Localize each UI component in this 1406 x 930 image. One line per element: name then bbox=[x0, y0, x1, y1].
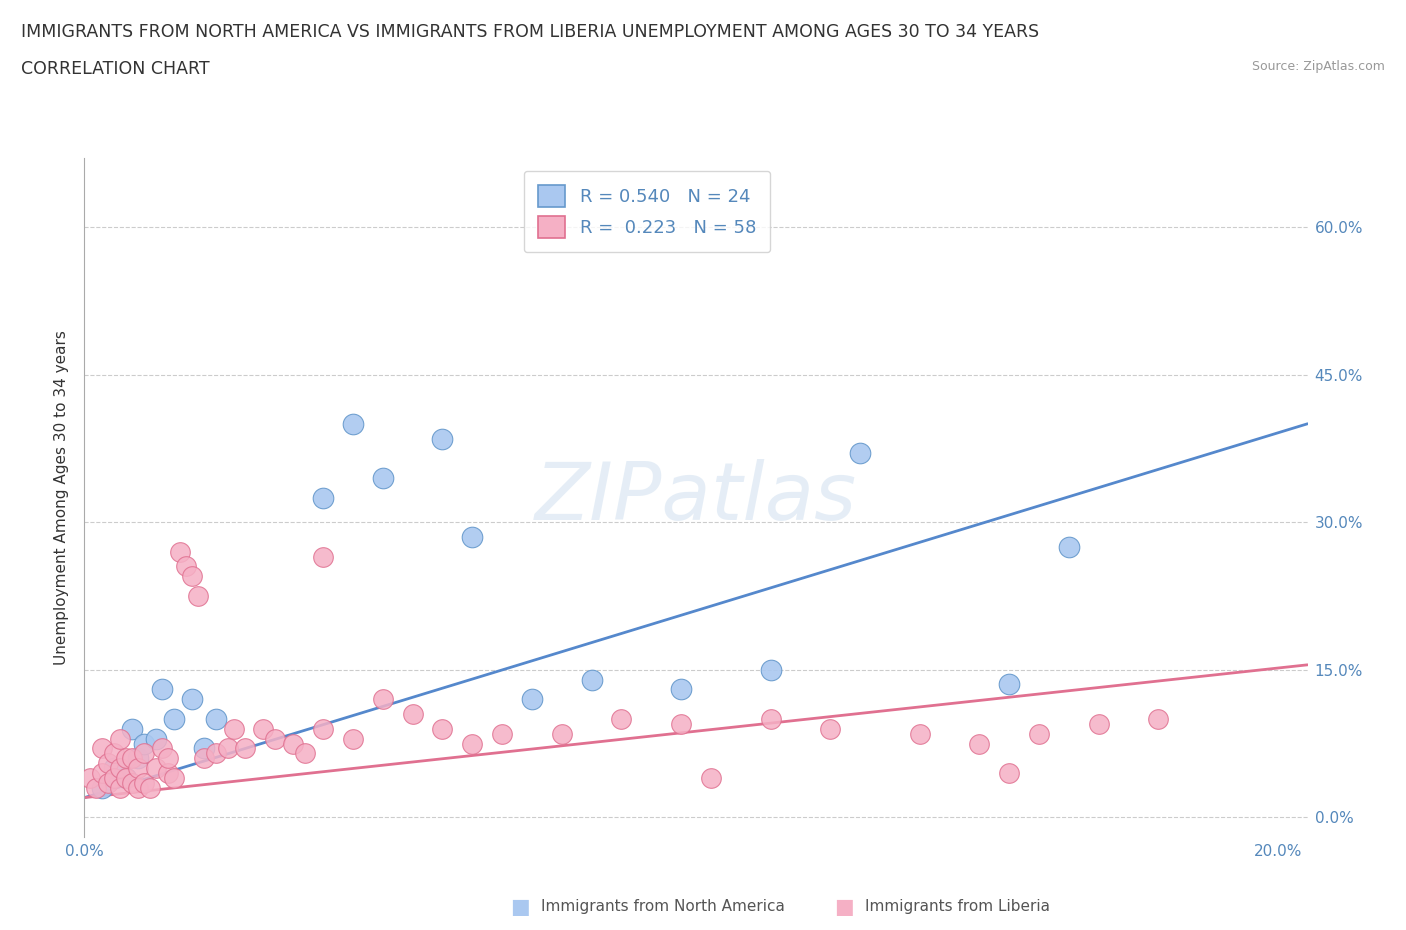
Point bbox=[121, 776, 143, 790]
Point bbox=[156, 765, 179, 780]
Point bbox=[115, 751, 138, 765]
Point bbox=[342, 417, 364, 432]
Point bbox=[97, 756, 120, 771]
Point bbox=[432, 722, 454, 737]
Point bbox=[180, 692, 202, 707]
Legend: R = 0.540   N = 24, R =  0.223   N = 58: R = 0.540 N = 24, R = 0.223 N = 58 bbox=[523, 170, 770, 252]
Point bbox=[204, 711, 226, 726]
Point bbox=[264, 731, 287, 746]
Point bbox=[91, 780, 114, 795]
Point bbox=[491, 726, 513, 741]
Point bbox=[998, 765, 1021, 780]
Point bbox=[312, 549, 335, 564]
Point bbox=[908, 726, 931, 741]
Point bbox=[342, 731, 364, 746]
Point bbox=[103, 761, 125, 776]
Point bbox=[150, 741, 173, 756]
Point bbox=[163, 771, 186, 786]
Point bbox=[1087, 716, 1109, 731]
Point bbox=[145, 731, 167, 746]
Point bbox=[156, 751, 179, 765]
Text: Source: ZipAtlas.com: Source: ZipAtlas.com bbox=[1251, 60, 1385, 73]
Y-axis label: Unemployment Among Ages 30 to 34 years: Unemployment Among Ages 30 to 34 years bbox=[53, 330, 69, 665]
Point bbox=[121, 751, 143, 765]
Point bbox=[121, 722, 143, 737]
Point bbox=[180, 569, 202, 584]
Point bbox=[759, 662, 782, 677]
Point bbox=[150, 682, 173, 697]
Point bbox=[252, 722, 274, 737]
Point bbox=[283, 736, 305, 751]
Point bbox=[669, 682, 692, 697]
Point bbox=[187, 589, 209, 604]
Point bbox=[145, 761, 167, 776]
Point bbox=[520, 692, 543, 707]
Point bbox=[127, 780, 149, 795]
Point bbox=[193, 751, 215, 765]
Point bbox=[610, 711, 633, 726]
Point bbox=[139, 780, 162, 795]
Point bbox=[169, 544, 191, 559]
Text: IMMIGRANTS FROM NORTH AMERICA VS IMMIGRANTS FROM LIBERIA UNEMPLOYMENT AMONG AGES: IMMIGRANTS FROM NORTH AMERICA VS IMMIGRA… bbox=[21, 23, 1039, 41]
Point bbox=[132, 746, 155, 761]
Point bbox=[84, 780, 107, 795]
Text: ZIPatlas: ZIPatlas bbox=[534, 458, 858, 537]
Point bbox=[163, 711, 186, 726]
Point bbox=[108, 731, 131, 746]
Point bbox=[461, 529, 484, 544]
Point bbox=[461, 736, 484, 751]
Point bbox=[79, 771, 101, 786]
Point bbox=[217, 741, 239, 756]
Point bbox=[91, 765, 114, 780]
Point bbox=[581, 672, 603, 687]
Point bbox=[669, 716, 692, 731]
Text: Immigrants from North America: Immigrants from North America bbox=[541, 899, 785, 914]
Text: ■: ■ bbox=[510, 897, 530, 917]
Point bbox=[432, 432, 454, 446]
Point bbox=[97, 776, 120, 790]
Point bbox=[103, 746, 125, 761]
Point bbox=[818, 722, 841, 737]
Point bbox=[759, 711, 782, 726]
Point bbox=[91, 741, 114, 756]
Point bbox=[204, 746, 226, 761]
Point bbox=[401, 707, 423, 722]
Point bbox=[969, 736, 991, 751]
Point bbox=[235, 741, 257, 756]
Point bbox=[132, 736, 155, 751]
Point bbox=[193, 741, 215, 756]
Point bbox=[312, 722, 335, 737]
Point bbox=[115, 771, 138, 786]
Point bbox=[371, 471, 394, 485]
Point bbox=[174, 559, 197, 574]
Point bbox=[551, 726, 574, 741]
Point bbox=[115, 771, 138, 786]
Point bbox=[312, 490, 335, 505]
Point bbox=[294, 746, 316, 761]
Point bbox=[1057, 539, 1080, 554]
Point bbox=[127, 751, 149, 765]
Point bbox=[998, 677, 1021, 692]
Point bbox=[108, 780, 131, 795]
Point bbox=[1147, 711, 1170, 726]
Point bbox=[371, 692, 394, 707]
Point bbox=[108, 761, 131, 776]
Point bbox=[132, 776, 155, 790]
Text: CORRELATION CHART: CORRELATION CHART bbox=[21, 60, 209, 78]
Point bbox=[1028, 726, 1050, 741]
Text: ■: ■ bbox=[834, 897, 853, 917]
Point bbox=[222, 722, 245, 737]
Point bbox=[700, 771, 723, 786]
Point bbox=[849, 445, 872, 460]
Text: Immigrants from Liberia: Immigrants from Liberia bbox=[865, 899, 1050, 914]
Point bbox=[103, 771, 125, 786]
Point bbox=[127, 761, 149, 776]
